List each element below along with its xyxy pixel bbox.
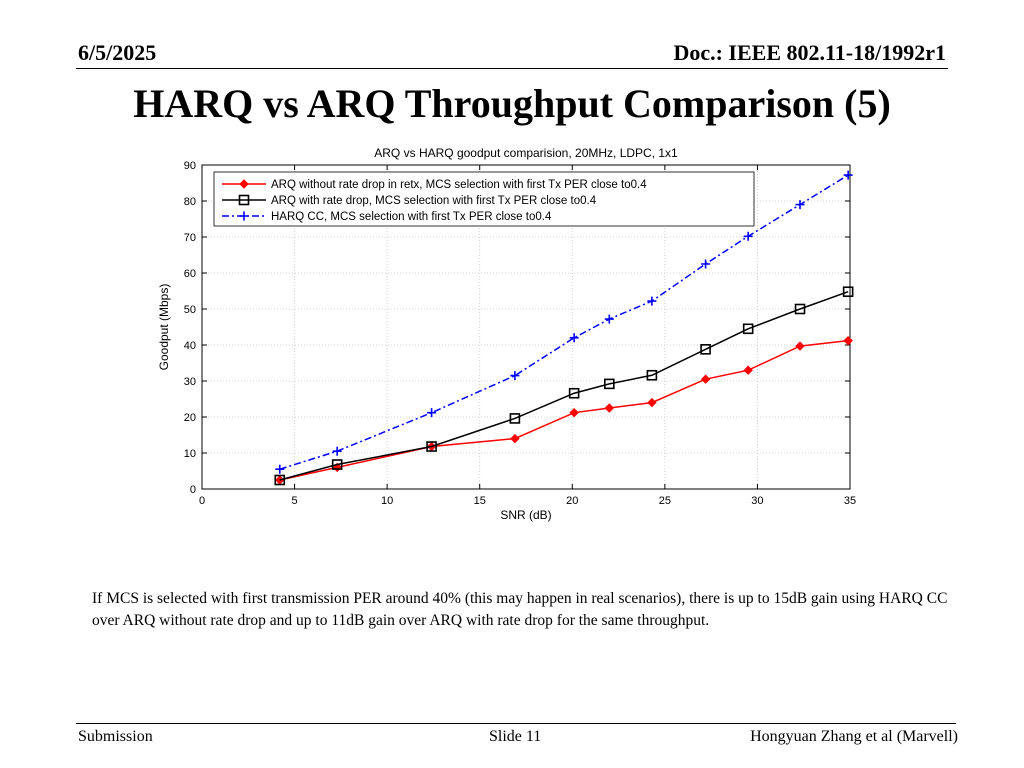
x-tick-label: 35 bbox=[844, 495, 856, 507]
x-tick-label: 10 bbox=[381, 495, 393, 507]
series-1-point bbox=[647, 397, 657, 408]
series-3-point bbox=[743, 231, 753, 241]
footer-submission: Submission bbox=[78, 728, 153, 745]
x-tick-label: 20 bbox=[566, 495, 578, 507]
series-1-point bbox=[743, 365, 753, 375]
series-1-point bbox=[510, 433, 520, 444]
y-tick-label: 30 bbox=[184, 376, 196, 388]
series-3-point bbox=[647, 296, 657, 306]
series-2-point bbox=[794, 303, 806, 315]
plot-frame bbox=[201, 164, 851, 490]
x-tick-label: 15 bbox=[474, 495, 486, 507]
series-2-point bbox=[842, 286, 854, 298]
y-tick-label: 20 bbox=[184, 412, 196, 424]
series-2-point bbox=[742, 323, 754, 335]
y-tick-label: 40 bbox=[184, 340, 196, 352]
y-tick-label: 60 bbox=[184, 268, 196, 280]
x-tick-label: 30 bbox=[751, 495, 763, 507]
footer-authors: Hongyuan Zhang et al (Marvell) bbox=[750, 728, 958, 745]
series-3-point bbox=[795, 200, 805, 210]
legend-swatch-marker bbox=[238, 194, 250, 206]
legend-swatch-marker bbox=[239, 179, 249, 189]
series-2-point bbox=[509, 413, 521, 424]
y-tick-label: 50 bbox=[184, 304, 196, 316]
header-doc-id: Doc.: IEEE 802.11-18/1992r1 bbox=[673, 40, 946, 65]
series-2-point bbox=[646, 369, 658, 381]
series-2-point bbox=[331, 459, 343, 470]
x-tick-label: 5 bbox=[292, 495, 298, 507]
legend-swatch-marker bbox=[239, 211, 249, 221]
series-3-point bbox=[569, 333, 579, 343]
x-tick-label: 0 bbox=[199, 495, 205, 507]
slide-note: If MCS is selected with first transmissi… bbox=[92, 590, 948, 629]
series-3-point bbox=[510, 371, 520, 381]
y-axis-label: Goodput (Mbps) bbox=[157, 284, 171, 371]
y-tick-label: 80 bbox=[184, 196, 196, 208]
y-tick-label: 0 bbox=[190, 484, 196, 496]
legend-box bbox=[213, 171, 755, 227]
series-2-point bbox=[426, 441, 437, 452]
legend-entry: HARQ CC, MCS selection with first Tx PER… bbox=[271, 211, 552, 223]
series-line-2 bbox=[279, 291, 849, 481]
slide-title: HARQ vs ARQ Throughput Comparison (5) bbox=[133, 81, 891, 126]
series-3-point bbox=[332, 446, 342, 456]
y-tick-label: 10 bbox=[184, 448, 196, 460]
series-2-point bbox=[700, 344, 711, 355]
series-3-point bbox=[701, 259, 711, 269]
legend-entry: ARQ without rate drop in retx, MCS selec… bbox=[271, 179, 647, 191]
series-3-point bbox=[427, 408, 437, 418]
series-3-point bbox=[604, 314, 614, 324]
series-1-point bbox=[795, 341, 805, 351]
series-3-point bbox=[843, 170, 853, 180]
series-1-point bbox=[569, 407, 579, 418]
series-2-point bbox=[274, 474, 286, 486]
footer-slide-number: Slide 11 bbox=[489, 728, 542, 745]
x-axis-label: SNR (dB) bbox=[500, 508, 551, 522]
series-1-point bbox=[843, 335, 853, 346]
footer-divider bbox=[76, 723, 956, 724]
header-divider bbox=[76, 68, 948, 69]
series-2-point bbox=[568, 387, 580, 399]
series-2-point bbox=[604, 378, 615, 390]
y-tick-label: 90 bbox=[184, 160, 196, 172]
header-date: 6/5/2025 bbox=[78, 40, 157, 65]
series-1-point bbox=[700, 374, 711, 384]
y-tick-label: 70 bbox=[184, 232, 196, 244]
series-3-point bbox=[275, 464, 285, 474]
chart-title: ARQ vs HARQ goodput comparision, 20MHz, … bbox=[374, 146, 678, 160]
legend-entry: ARQ with rate drop, MCS selection with f… bbox=[271, 195, 597, 207]
series-1-point bbox=[604, 403, 615, 413]
x-tick-label: 25 bbox=[659, 495, 671, 507]
